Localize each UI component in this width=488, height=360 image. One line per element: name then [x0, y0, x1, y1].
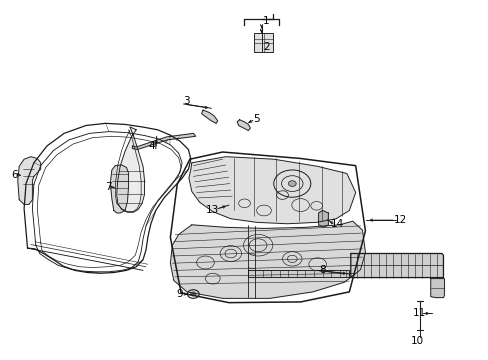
Polygon shape — [248, 270, 348, 277]
Polygon shape — [188, 157, 355, 224]
Text: 3: 3 — [183, 96, 189, 106]
Polygon shape — [170, 221, 365, 298]
Text: 9: 9 — [177, 289, 183, 299]
Bar — [254, 33, 272, 51]
Polygon shape — [318, 211, 328, 227]
Polygon shape — [201, 110, 217, 123]
Text: 12: 12 — [393, 215, 407, 225]
Text: 8: 8 — [319, 265, 325, 275]
Polygon shape — [18, 157, 41, 204]
Text: 2: 2 — [263, 42, 269, 52]
Circle shape — [190, 292, 195, 296]
Text: 14: 14 — [330, 219, 343, 229]
Polygon shape — [110, 165, 128, 213]
Circle shape — [288, 181, 296, 186]
Text: 11: 11 — [411, 309, 425, 318]
Text: 10: 10 — [410, 336, 423, 346]
Text: 4: 4 — [148, 141, 155, 151]
Text: 13: 13 — [206, 206, 219, 216]
Text: 7: 7 — [104, 182, 111, 192]
Text: 6: 6 — [11, 170, 18, 180]
Polygon shape — [350, 253, 443, 278]
Polygon shape — [237, 120, 250, 131]
Polygon shape — [132, 134, 195, 149]
Text: 5: 5 — [253, 114, 260, 124]
Polygon shape — [430, 279, 444, 298]
Polygon shape — [117, 127, 144, 212]
Text: 1: 1 — [263, 17, 269, 27]
